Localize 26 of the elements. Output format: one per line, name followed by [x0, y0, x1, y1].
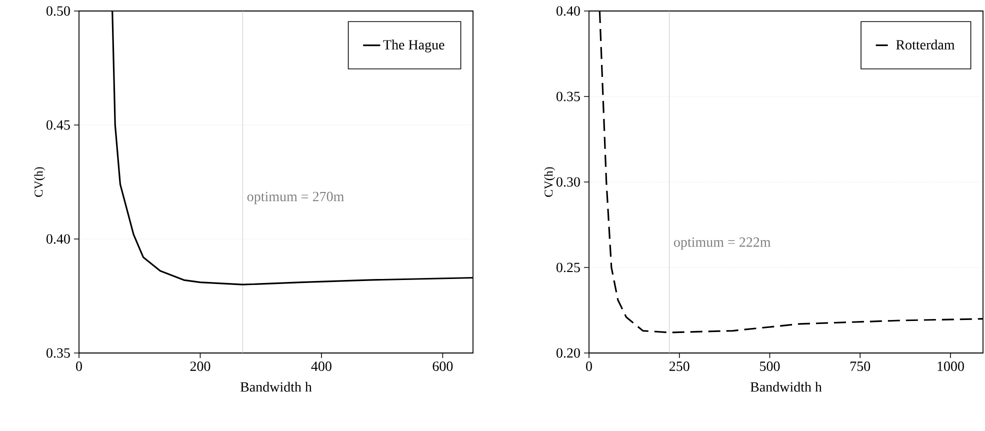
- x-tick-label: 600: [432, 362, 453, 371]
- y-axis-title: CV(h): [544, 167, 556, 197]
- y-tick-label: 0.20: [556, 348, 580, 358]
- x-axis-title: Bandwidth h: [750, 382, 822, 392]
- x-tick-label: 400: [311, 362, 332, 371]
- x-tick-label: 0: [586, 362, 592, 371]
- x-tick-label: 200: [190, 362, 210, 371]
- y-tick-label: 0.35: [556, 92, 580, 102]
- y-tick-label: 0.35: [46, 348, 70, 358]
- x-axis-title: Bandwidth h: [240, 382, 312, 392]
- y-tick-label: 0.30: [556, 177, 580, 187]
- x-tick-label: 500: [760, 362, 780, 371]
- annotation: optimum = 270m: [247, 192, 344, 204]
- y-tick-label: 0.50: [46, 6, 70, 16]
- y-tick-label: 0.45: [46, 120, 70, 130]
- y-tick-label: 0.40: [46, 234, 70, 244]
- x-tick-label: 250: [669, 362, 690, 371]
- y-tick-label: 0.40: [556, 6, 580, 16]
- x-tick-label: 1000: [938, 362, 964, 371]
- y-axis-title: CV(h): [34, 167, 46, 197]
- y-tick-label: 0.25: [556, 262, 580, 272]
- legend-label: Rotterdam: [896, 40, 955, 50]
- annotation: optimum = 222m: [674, 237, 771, 250]
- legend-label: The Hague: [383, 40, 444, 52]
- x-tick-label: 750: [850, 362, 870, 371]
- x-tick-label: 0: [76, 362, 82, 371]
